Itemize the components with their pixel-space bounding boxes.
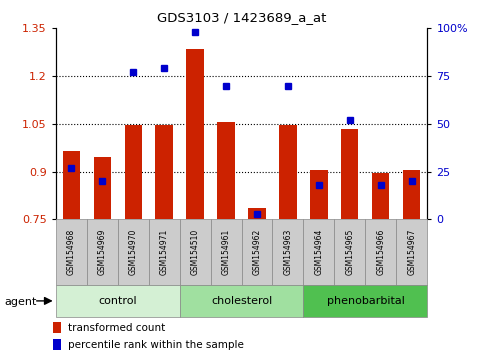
Bar xyxy=(53,322,61,333)
Text: GSM154966: GSM154966 xyxy=(376,229,385,275)
Text: GSM154970: GSM154970 xyxy=(128,229,138,275)
Bar xyxy=(56,285,180,317)
Bar xyxy=(366,219,397,285)
Text: agent: agent xyxy=(5,297,37,307)
Text: control: control xyxy=(98,296,137,306)
Text: GSM154964: GSM154964 xyxy=(314,229,324,275)
Bar xyxy=(272,219,303,285)
Text: GSM154969: GSM154969 xyxy=(98,229,107,275)
Bar xyxy=(397,219,427,285)
Bar xyxy=(334,219,366,285)
Bar xyxy=(149,219,180,285)
Bar xyxy=(180,219,211,285)
Bar xyxy=(303,285,427,317)
Bar xyxy=(311,170,327,219)
Bar xyxy=(94,157,111,219)
Bar xyxy=(280,126,297,219)
Bar xyxy=(217,122,235,219)
Bar xyxy=(242,219,272,285)
Bar xyxy=(180,285,303,317)
Bar xyxy=(125,126,142,219)
Bar xyxy=(186,49,203,219)
Bar xyxy=(62,151,80,219)
Bar xyxy=(341,129,358,219)
Bar xyxy=(211,219,242,285)
Text: GSM154965: GSM154965 xyxy=(345,229,355,275)
Text: GDS3103 / 1423689_a_at: GDS3103 / 1423689_a_at xyxy=(157,11,326,24)
Text: GSM154510: GSM154510 xyxy=(190,229,199,275)
Bar xyxy=(53,339,61,350)
Text: GSM154963: GSM154963 xyxy=(284,229,293,275)
Text: percentile rank within the sample: percentile rank within the sample xyxy=(69,340,244,350)
Bar xyxy=(248,208,266,219)
Bar xyxy=(403,170,421,219)
Text: transformed count: transformed count xyxy=(69,323,166,333)
Bar xyxy=(117,219,149,285)
Text: cholesterol: cholesterol xyxy=(211,296,272,306)
Bar xyxy=(156,126,172,219)
Text: GSM154971: GSM154971 xyxy=(159,229,169,275)
Text: GSM154961: GSM154961 xyxy=(222,229,230,275)
Bar xyxy=(56,219,86,285)
Text: GSM154967: GSM154967 xyxy=(408,229,416,275)
Bar xyxy=(372,173,389,219)
Bar xyxy=(86,219,117,285)
Bar xyxy=(303,219,334,285)
Text: GSM154968: GSM154968 xyxy=(67,229,75,275)
Text: phenobarbital: phenobarbital xyxy=(327,296,404,306)
Text: GSM154962: GSM154962 xyxy=(253,229,261,275)
